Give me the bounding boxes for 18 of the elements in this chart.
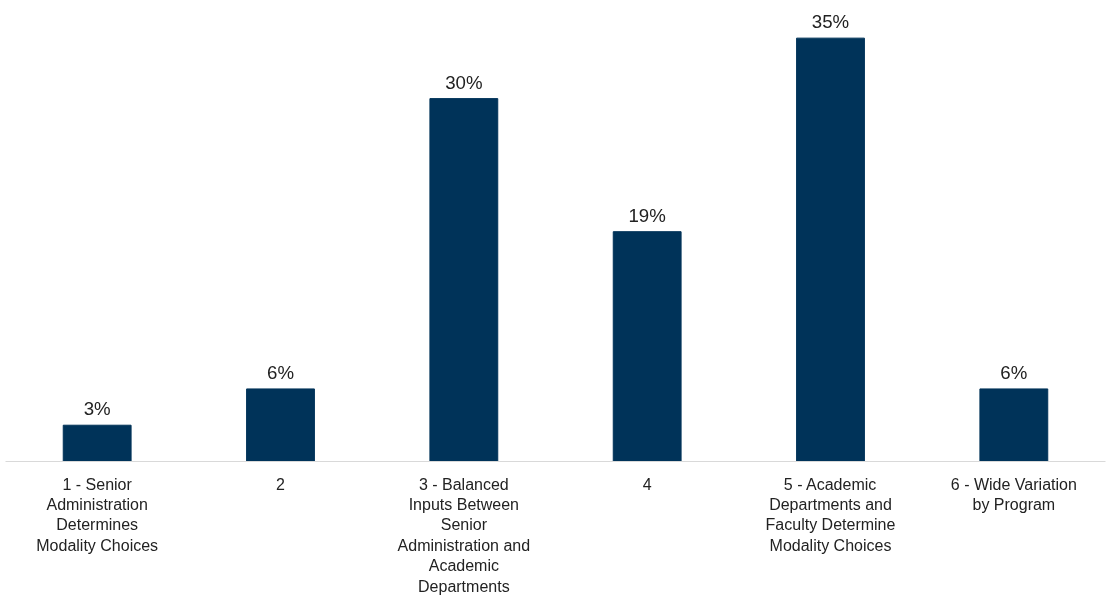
x-tick-label: 6 - Wide Variation by Program bbox=[950, 475, 1077, 513]
bar bbox=[979, 388, 1049, 462]
bar bbox=[62, 424, 132, 462]
data-label: 3% bbox=[83, 398, 111, 420]
bar bbox=[429, 98, 499, 462]
data-label: 6% bbox=[267, 361, 294, 383]
data-label: 30% bbox=[445, 71, 483, 93]
x-tick-label: 3 - Balanced Inputs Between Senior Administration and Academic Departments bbox=[397, 475, 531, 595]
bar bbox=[796, 37, 865, 462]
bar bbox=[612, 231, 682, 462]
data-label: 6% bbox=[1000, 361, 1028, 383]
x-tick-label: 2 bbox=[276, 475, 286, 493]
data-label: 19% bbox=[628, 204, 666, 226]
x-tick-label: 5 - Academic Departments and Faculty Determine Modality Choices bbox=[765, 475, 896, 554]
data-label: 35% bbox=[811, 11, 850, 33]
x-tick-label: 1 - Senior Administration Determines Modality Choices bbox=[36, 475, 159, 554]
bar bbox=[246, 388, 315, 462]
x-tick-label: 4 bbox=[642, 475, 652, 493]
